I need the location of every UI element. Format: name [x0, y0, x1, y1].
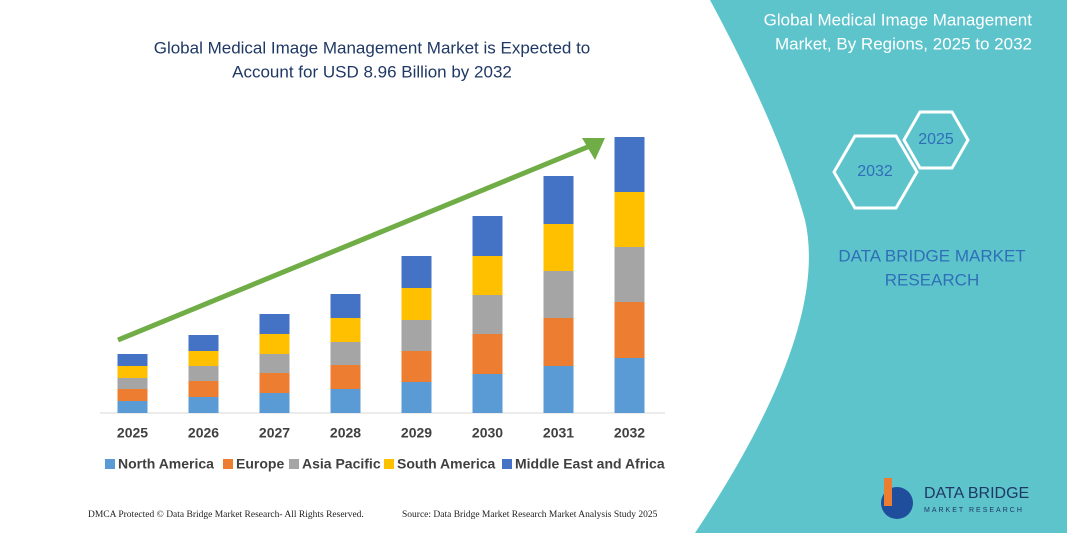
- bar-segment: [472, 374, 503, 413]
- brand-text: RESEARCH: [885, 270, 979, 289]
- legend-swatch: [384, 459, 394, 469]
- bar-segment: [188, 381, 219, 397]
- brand-text: DATA BRIDGE MARKET: [838, 246, 1025, 265]
- bar-segment: [614, 247, 645, 302]
- bar-segment: [117, 401, 148, 413]
- x-tick-label: 2025: [117, 425, 148, 441]
- bar-segment: [259, 393, 290, 413]
- arrow-head: [582, 138, 605, 160]
- bar-segment: [401, 382, 432, 413]
- legend-swatch: [502, 459, 512, 469]
- legend-label: North America: [118, 456, 214, 472]
- panel-title: Market, By Regions, 2025 to 2032: [775, 34, 1032, 53]
- x-tick-label: 2027: [259, 425, 290, 441]
- bar-segment: [472, 295, 503, 334]
- bar-segment: [259, 334, 290, 354]
- x-tick-label: 2031: [543, 425, 574, 441]
- x-tick-label: 2030: [472, 425, 503, 441]
- bar-segment: [543, 318, 574, 366]
- bar-segment: [401, 351, 432, 382]
- footer-right: Source: Data Bridge Market Research Mark…: [402, 510, 658, 520]
- side-panel: [695, 0, 1067, 533]
- bar-segment: [330, 365, 361, 389]
- bar-segment: [472, 334, 503, 374]
- legend-swatch: [105, 459, 115, 469]
- legend-label: Asia Pacific: [302, 456, 381, 472]
- bar-segment: [259, 373, 290, 393]
- bar-segment: [117, 354, 148, 366]
- bar-segment: [330, 318, 361, 342]
- bar-segment: [259, 354, 290, 373]
- bar-segment: [330, 389, 361, 413]
- panel-title: Global Medical Image Management: [764, 10, 1033, 29]
- bar-segment: [188, 335, 219, 351]
- chart-title: Global Medical Image Management Market i…: [154, 38, 591, 57]
- bar-segment: [117, 389, 148, 401]
- x-tick-label: 2026: [188, 425, 219, 441]
- legend-swatch: [223, 459, 233, 469]
- hex-year: 2032: [857, 163, 893, 180]
- legend-swatch: [289, 459, 299, 469]
- bar-segment: [472, 216, 503, 256]
- bar-segment: [543, 271, 574, 318]
- bar-segment: [614, 137, 645, 192]
- bar-segment: [188, 351, 219, 366]
- hexagon: [902, 110, 970, 170]
- hexagon: [832, 134, 919, 210]
- legend-label: Middle East and Africa: [515, 456, 665, 472]
- legend-label: Europe: [236, 456, 284, 472]
- bar-segment: [614, 302, 645, 358]
- bar-segment: [472, 256, 503, 295]
- bar-segment: [543, 176, 574, 224]
- bar-segment: [401, 320, 432, 351]
- logo-name: DATA BRIDGE: [924, 485, 1029, 502]
- bar-segment: [188, 366, 219, 381]
- bar-segment: [330, 342, 361, 365]
- chart-title: Account for USD 8.96 Billion by 2032: [232, 62, 512, 81]
- x-tick-label: 2028: [330, 425, 361, 441]
- logo-mark: [884, 478, 892, 506]
- trend-arrow: [117, 143, 591, 343]
- bar-segment: [117, 378, 148, 389]
- bar-segment: [401, 256, 432, 288]
- bar-segment: [543, 224, 574, 271]
- hex-year: 2025: [918, 131, 954, 148]
- legend-label: South America: [397, 456, 495, 472]
- x-tick-label: 2029: [401, 425, 432, 441]
- x-tick-label: 2032: [614, 425, 645, 441]
- bar-segment: [330, 294, 361, 318]
- logo-tagline: MARKET RESEARCH: [924, 507, 1024, 514]
- bar-segment: [188, 397, 219, 413]
- bar-segment: [543, 366, 574, 413]
- bar-segment: [259, 314, 290, 334]
- bar-segment: [401, 288, 432, 320]
- footer-left: DMCA Protected © Data Bridge Market Rese…: [88, 509, 364, 520]
- bar-segment: [614, 358, 645, 413]
- bar-segment: [117, 366, 148, 378]
- bar-segment: [614, 192, 645, 247]
